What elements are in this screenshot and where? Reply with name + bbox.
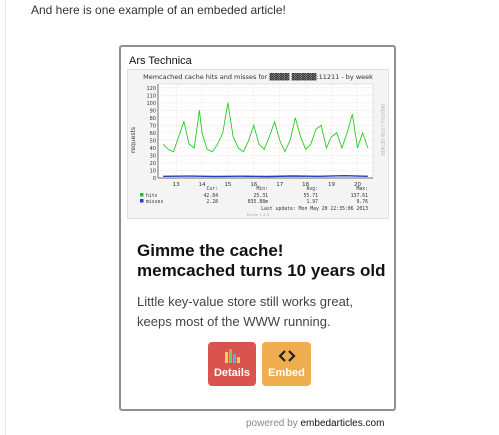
- x-tick-label: 13: [173, 182, 180, 188]
- article-headline[interactable]: Gimme the cache! memcached turns 10 year…: [137, 241, 387, 281]
- legend-swatch-hits: [140, 193, 144, 197]
- details-button-label: Details: [208, 367, 256, 379]
- legend-header: Max:: [356, 186, 368, 192]
- legend-value: 1.97: [306, 199, 318, 205]
- y-axis-label: requests: [130, 127, 137, 153]
- legend-value: 2.28: [206, 199, 218, 205]
- legend-value: 835.88m: [248, 199, 268, 205]
- x-tick-label: 14: [199, 182, 206, 188]
- embed-button[interactable]: Embed: [262, 342, 311, 386]
- intro-text: And here is one example of an embeded ar…: [31, 3, 286, 17]
- y-tick-label: 60: [150, 131, 156, 137]
- series-line-misses: [163, 176, 368, 177]
- y-tick-label: 90: [150, 108, 156, 114]
- y-tick-label: 110: [146, 93, 156, 99]
- page-divider: [5, 0, 6, 435]
- legend-value: 25.31: [254, 193, 269, 199]
- x-tick-label: 17: [276, 182, 283, 188]
- legend-value: 137.61: [351, 193, 368, 199]
- powered-by-link[interactable]: embedarticles.com: [300, 418, 384, 429]
- chart-legend: Cur: Min: Avg: Max: hits 42.84 25.31 55.71 137.6…: [140, 186, 368, 217]
- legend-name: misses: [146, 199, 163, 205]
- embedded-article-card[interactable]: Ars Technica Memcached cache hits and mi…: [119, 45, 396, 411]
- legend-value: 55.71: [304, 193, 319, 199]
- headline-line-2: memcached turns 10 years old: [137, 261, 387, 281]
- headline-line-1: Gimme the cache!: [137, 241, 387, 261]
- description-line-1: Little key-value store still works great…: [137, 292, 387, 312]
- y-tick-label: 30: [150, 153, 156, 159]
- description-line-2: keeps most of the WWW running.: [137, 312, 387, 332]
- legend-header: Avg:: [306, 186, 318, 192]
- chart-svg: Memcached cache hits and misses for ▓▓▓▓…: [128, 70, 388, 218]
- legend-value: 42.84: [204, 193, 219, 199]
- rrdtool-side-label: RRDTOOL / TOBI OETIKER: [380, 104, 385, 156]
- legend-value: 9.76: [356, 199, 368, 205]
- y-tick-label: 0: [153, 176, 156, 182]
- article-source: Ars Technica: [129, 55, 192, 67]
- details-button[interactable]: Details: [208, 342, 256, 386]
- legend-swatch-misses: [140, 199, 144, 203]
- y-tick-label: 50: [150, 138, 156, 144]
- y-tick-label: 20: [150, 161, 156, 167]
- x-tick-label: 19: [328, 182, 335, 188]
- chart-title: Memcached cache hits and misses for ▓▓▓▓…: [143, 72, 373, 81]
- y-tick-label: 120: [146, 86, 156, 92]
- code-brackets-icon: [262, 346, 311, 366]
- powered-by-prefix: powered by: [246, 418, 298, 429]
- y-tick-label: 40: [150, 146, 156, 152]
- bar-chart-icon: [208, 346, 256, 366]
- munin-footer: Munin 1.4.5: [247, 212, 270, 217]
- memcached-graph: Memcached cache hits and misses for ▓▓▓▓…: [127, 69, 389, 219]
- embed-button-label: Embed: [262, 367, 311, 379]
- article-description: Little key-value store still works great…: [137, 292, 387, 332]
- legend-header: Cur:: [206, 186, 218, 192]
- legend-name: hits: [146, 193, 158, 199]
- legend-header: Min:: [256, 186, 268, 192]
- y-tick-label: 10: [150, 168, 156, 174]
- x-tick-label: 15: [224, 182, 231, 188]
- powered-by: powered by embedarticles.com: [246, 418, 384, 429]
- last-update-text: Last update: Mon May 20 22:35:06 2013: [261, 206, 368, 212]
- y-tick-label: 100: [146, 101, 156, 107]
- y-tick-label: 70: [150, 123, 156, 129]
- plot-background: [158, 84, 373, 178]
- y-tick-label: 80: [150, 116, 156, 122]
